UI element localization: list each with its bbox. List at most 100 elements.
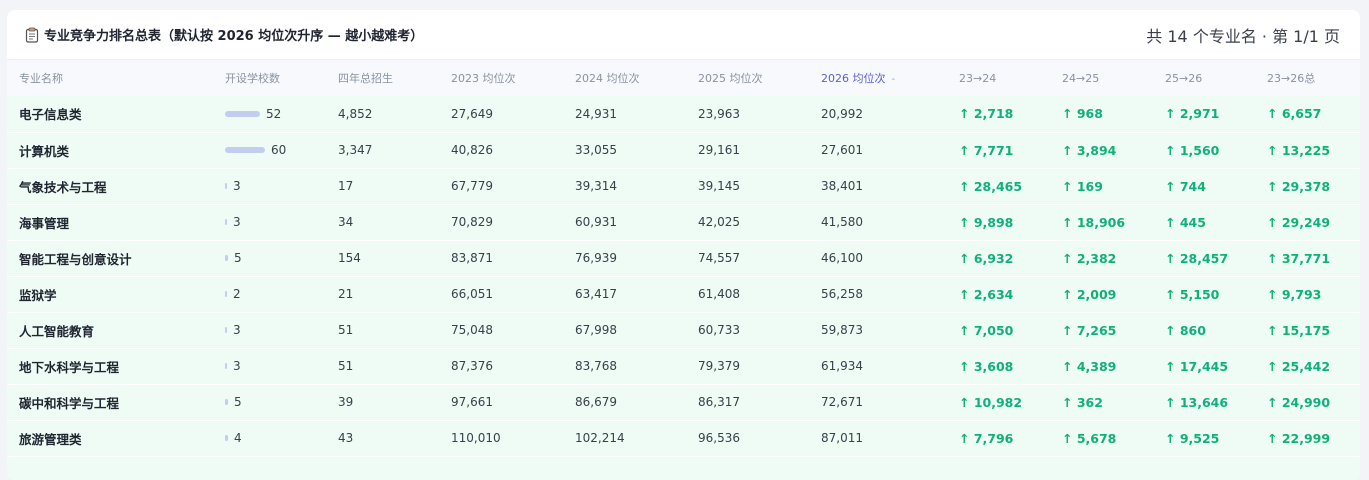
table-row[interactable]: 旅游管理类 4 43 110,010 102,214 96,536 87,011 ↑ 7,79… (7, 420, 1360, 456)
rank-2025: 60,733 (698, 323, 740, 337)
school-count: 5 (213, 240, 326, 276)
col-header-d2[interactable]: 24→25 (1062, 71, 1100, 85)
ranking-card: 专业竞争力排名总表（默认按 2026 均位次升序 — 越小越难考） 共 14 个… (7, 10, 1360, 480)
major-name: 地下水科学与工程 (19, 359, 120, 375)
table-row[interactable] (7, 456, 1360, 480)
rank-2025: 23,963 (698, 106, 740, 121)
school-count-bar (225, 435, 228, 441)
delta-23-24: ↑ 7,050 (959, 322, 1014, 338)
col-header-enroll[interactable]: 四年总招生 (338, 72, 393, 85)
enroll-total: 39 (338, 395, 354, 409)
major-name: 智能工程与创意设计 (19, 251, 132, 267)
school-count-value: 5 (234, 251, 242, 265)
table-row[interactable]: 地下水科学与工程 3 51 87,376 83,768 79,379 61,934 ↑ 3,6… (7, 348, 1360, 384)
table-row[interactable]: 人工智能教育 3 51 75,048 67,998 60,733 59,873 ↑ 7,050… (7, 312, 1360, 348)
col-header-2026[interactable]: 2026 均位次 - (809, 60, 947, 96)
rank-2023: 110,010 (451, 431, 501, 445)
major-name: 计算机类 (19, 143, 70, 159)
school-count-cell: 3 (225, 179, 326, 193)
rank-2026: 61,934 (821, 359, 863, 373)
col-header-2025[interactable]: 2025 均位次 (698, 72, 763, 85)
major-name: 人工智能教育 (19, 323, 95, 339)
table-row[interactable]: 碳中和科学与工程 5 39 97,661 86,679 86,317 72,671 ↑ 10,… (7, 384, 1360, 420)
major-name: 监狱学 (19, 287, 57, 303)
school-count-value: 3 (233, 359, 241, 373)
enroll-total: 34 (338, 215, 354, 229)
col-header-2026-label: 2026 均位次 (821, 72, 886, 85)
rank-2025: 42,025 (698, 215, 740, 229)
delta-24-25: ↑ 362 (1062, 394, 1103, 410)
school-count-cell: 2 (225, 287, 326, 301)
rank-2026: 56,258 (821, 287, 863, 301)
col-header-d1[interactable]: 23→24 (959, 71, 997, 85)
rank-2026: 20,992 (821, 106, 863, 121)
rank-2025: 39,145 (698, 179, 740, 193)
rank-2024: 83,768 (575, 359, 617, 373)
delta-23-26-total: ↑ 22,999 (1267, 430, 1331, 446)
rank-2023: 75,048 (451, 323, 493, 337)
delta-25-26: ↑ 17,445 (1165, 358, 1229, 374)
rank-2023: 67,779 (451, 179, 493, 193)
school-count: 3 (213, 348, 326, 384)
delta-23-26-total: ↑ 15,175 (1267, 322, 1331, 338)
delta-23-24: ↑ 6,932 (959, 250, 1014, 266)
school-count-value: 60 (271, 143, 287, 157)
school-count-bar (225, 219, 227, 225)
rank-2023: 83,871 (451, 251, 493, 265)
col-header-d3[interactable]: 25→26 (1165, 71, 1203, 85)
school-count: 4 (213, 420, 326, 456)
delta-24-25: ↑ 2,009 (1062, 286, 1117, 302)
col-header-schools[interactable]: 开设学校数 (225, 72, 280, 85)
table-row[interactable]: 智能工程与创意设计 5 154 83,871 76,939 74,557 46,100 ↑ 6… (7, 240, 1360, 276)
delta-23-24: ↑ 9,898 (959, 214, 1014, 230)
delta-23-26-total: ↑ 6,657 (1267, 106, 1322, 122)
delta-24-25: ↑ 2,382 (1062, 250, 1117, 266)
school-count-bar (225, 110, 260, 117)
school-count-value: 4 (234, 431, 242, 445)
school-count-value: 3 (233, 215, 241, 229)
rank-2025: 61,408 (698, 287, 740, 301)
rank-2026: 46,100 (821, 251, 863, 265)
delta-25-26: ↑ 13,646 (1165, 394, 1229, 410)
table-header-row: 专业名称 开设学校数 四年总招生 2023 均位次 2024 均位次 2025 … (7, 60, 1360, 96)
table-row[interactable]: 计算机类 60 3,347 40,826 33,055 29,161 27,601 ↑ 7,7… (7, 132, 1360, 168)
school-count: 3 (213, 168, 326, 204)
sort-down-icon: - (891, 74, 896, 85)
major-name: 碳中和科学与工程 (19, 395, 120, 411)
rank-2024: 39,314 (575, 179, 617, 193)
delta-23-26-total: ↑ 25,442 (1267, 358, 1331, 374)
enroll-total: 154 (338, 251, 361, 265)
delta-23-26-total: ↑ 13,225 (1267, 142, 1331, 158)
delta-25-26: ↑ 1,560 (1165, 142, 1220, 158)
delta-24-25: ↑ 5,678 (1062, 430, 1117, 446)
rank-2024: 76,939 (575, 251, 617, 265)
col-header-2024[interactable]: 2024 均位次 (575, 72, 640, 85)
table-row[interactable]: 海事管理 3 34 70,829 60,931 42,025 41,580 ↑ 9,898 ↑ … (7, 204, 1360, 240)
table-row[interactable]: 电子信息类 52 4,852 27,649 24,931 23,963 20,992 ↑ 2,… (7, 96, 1360, 132)
rank-2025: 96,536 (698, 431, 740, 445)
table-row[interactable]: 气象技术与工程 3 17 67,779 39,314 39,145 38,401 ↑ 28,4… (7, 168, 1360, 204)
school-count-value: 2 (233, 287, 241, 301)
title-wrap: 专业竞争力排名总表（默认按 2026 均位次升序 — 越小越难考） (25, 25, 423, 44)
pagination-info: 共 14 个专业名 · 第 1/1 页 (1146, 26, 1340, 46)
rank-2023: 40,826 (451, 143, 493, 157)
delta-24-25: ↑ 4,389 (1062, 358, 1117, 374)
enroll-total (326, 456, 439, 480)
rank-2023 (439, 456, 563, 480)
delta-23-26-total (1255, 456, 1360, 480)
card-header: 专业竞争力排名总表（默认按 2026 均位次升序 — 越小越难考） 共 14 个… (7, 10, 1360, 60)
delta-25-26: ↑ 860 (1165, 322, 1206, 338)
enroll-total: 4,852 (338, 106, 373, 121)
col-header-dt[interactable]: 23→26总 (1267, 72, 1316, 85)
rank-2026: 59,873 (821, 323, 863, 337)
rank-2024: 67,998 (575, 323, 617, 337)
col-header-2023[interactable]: 2023 均位次 (451, 72, 516, 85)
rank-2024 (563, 456, 686, 480)
school-count-cell: 3 (225, 323, 326, 337)
school-count-value: 52 (266, 106, 282, 121)
table-row[interactable]: 监狱学 2 21 66,051 63,417 61,408 56,258 ↑ 2,634 ↑ 2… (7, 276, 1360, 312)
card-title: 专业竞争力排名总表（默认按 2026 均位次升序 — 越小越难考） (44, 29, 424, 44)
col-header-major[interactable]: 专业名称 (19, 72, 63, 85)
delta-23-24: ↑ 2,634 (959, 286, 1014, 302)
delta-25-26: ↑ 28,457 (1165, 250, 1229, 266)
